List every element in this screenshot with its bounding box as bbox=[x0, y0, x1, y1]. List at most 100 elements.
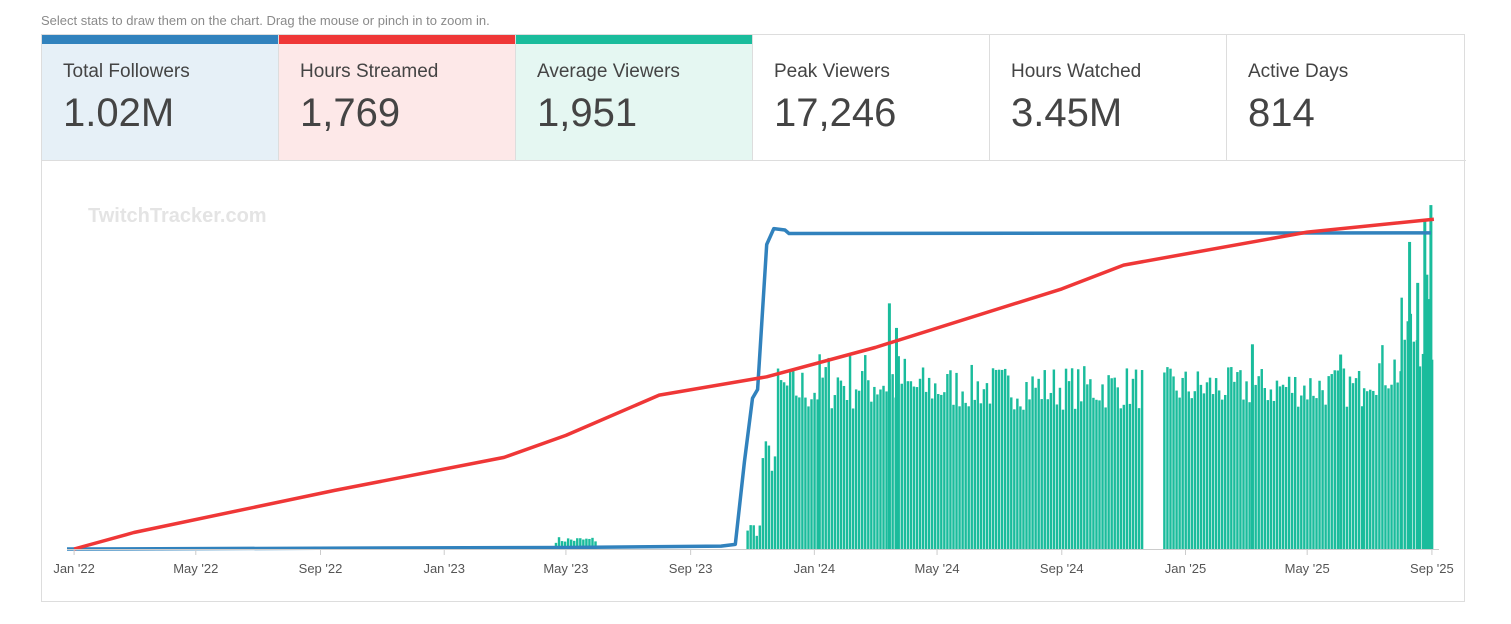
average-viewers-bar bbox=[918, 378, 922, 549]
average-viewers-bar bbox=[887, 303, 891, 549]
average-viewers-bar bbox=[1003, 368, 1007, 549]
average-viewers-bar bbox=[569, 539, 573, 549]
average-viewers-bar bbox=[563, 541, 567, 549]
average-viewers-bar bbox=[1250, 344, 1254, 549]
average-viewers-bar bbox=[845, 400, 849, 549]
average-viewers-bar bbox=[915, 387, 919, 549]
average-viewers-bar bbox=[867, 380, 870, 549]
average-viewers-bar bbox=[1245, 381, 1248, 549]
average-viewers-bar bbox=[970, 364, 973, 549]
stat-color-bar bbox=[279, 35, 515, 44]
average-viewers-bar bbox=[1406, 321, 1409, 549]
average-viewers-bar bbox=[1357, 370, 1361, 549]
average-viewers-bar bbox=[976, 381, 980, 549]
average-viewers-bar bbox=[1423, 221, 1427, 549]
stat-total-followers[interactable]: Total Followers 1.02M bbox=[42, 35, 279, 161]
average-viewers-bar bbox=[1315, 398, 1318, 549]
average-viewers-bar bbox=[776, 368, 780, 549]
average-viewers-bar bbox=[813, 392, 816, 549]
average-viewers-bar bbox=[882, 385, 885, 549]
stats-chart[interactable]: TwitchTracker.com Jan '22 May '22 Sep '22 J… bbox=[42, 35, 1464, 601]
average-viewers-bar bbox=[1303, 385, 1306, 549]
average-viewers-bar bbox=[1339, 354, 1343, 549]
average-viewers-bar bbox=[1007, 375, 1010, 549]
stat-color-bar bbox=[516, 35, 752, 44]
average-viewers-bar bbox=[1110, 378, 1113, 549]
average-viewers-bar bbox=[1169, 368, 1172, 549]
average-viewers-bars bbox=[554, 205, 1434, 549]
chart-hint-text: Select stats to draw them on the chart. … bbox=[41, 13, 490, 28]
average-viewers-bar bbox=[579, 538, 582, 549]
average-viewers-bar bbox=[1067, 381, 1071, 549]
average-viewers-bar bbox=[943, 392, 946, 549]
stat-hours-watched[interactable]: Hours Watched 3.45M bbox=[990, 35, 1227, 161]
average-viewers-bar bbox=[1046, 399, 1050, 549]
average-viewers-bar bbox=[1233, 381, 1236, 549]
stat-value: 3.45M bbox=[1011, 91, 1123, 135]
stat-peak-viewers[interactable]: Peak Viewers 17,246 bbox=[753, 35, 990, 161]
average-viewers-bar bbox=[1098, 400, 1101, 549]
average-viewers-bar bbox=[991, 368, 995, 549]
average-viewers-bar bbox=[1266, 400, 1270, 549]
average-viewers-bar bbox=[795, 395, 798, 549]
average-viewers-bar bbox=[1275, 380, 1279, 549]
stat-label: Active Days bbox=[1248, 61, 1349, 82]
average-viewers-bar bbox=[804, 397, 807, 549]
average-viewers-bar bbox=[1199, 384, 1203, 549]
average-viewers-bar bbox=[1208, 377, 1212, 549]
average-viewers-bar bbox=[864, 355, 867, 549]
average-viewers-bar bbox=[876, 394, 879, 549]
average-viewers-bar bbox=[1427, 299, 1431, 549]
average-viewers-bar bbox=[1300, 395, 1303, 549]
average-viewers-bar bbox=[1080, 401, 1083, 549]
average-viewers-bar bbox=[1254, 384, 1257, 549]
average-viewers-bar bbox=[801, 372, 804, 549]
average-viewers-bar bbox=[1257, 376, 1260, 549]
stat-value: 17,246 bbox=[774, 91, 897, 135]
stat-average-viewers[interactable]: Average Viewers 1,951 bbox=[516, 35, 753, 161]
average-viewers-bar bbox=[1306, 399, 1309, 549]
average-viewers-bar bbox=[758, 525, 762, 549]
average-viewers-bar bbox=[1025, 382, 1028, 549]
average-viewers-bar bbox=[1113, 377, 1116, 549]
average-viewers-bar bbox=[1181, 377, 1184, 549]
average-viewers-bar bbox=[1028, 399, 1031, 549]
average-viewers-bar bbox=[1369, 389, 1372, 549]
average-viewers-bar bbox=[1040, 399, 1043, 549]
average-viewers-bar bbox=[1064, 368, 1068, 549]
average-viewers-bar bbox=[1387, 388, 1390, 549]
average-viewers-bar bbox=[1178, 397, 1181, 549]
average-viewers-bar bbox=[961, 391, 964, 549]
average-viewers-bar bbox=[912, 386, 916, 549]
watermark: TwitchTracker.com bbox=[88, 205, 267, 227]
average-viewers-bar bbox=[1384, 385, 1387, 549]
average-viewers-bar bbox=[994, 369, 998, 549]
average-viewers-bar bbox=[1083, 366, 1086, 549]
average-viewers-bar bbox=[934, 383, 937, 549]
average-viewers-bar bbox=[1309, 378, 1312, 549]
average-viewers-bar bbox=[582, 539, 585, 549]
average-viewers-bar bbox=[1073, 408, 1077, 549]
stat-hours-streamed[interactable]: Hours Streamed 1,769 bbox=[279, 35, 516, 161]
average-viewers-bar bbox=[1260, 369, 1263, 549]
average-viewers-bar bbox=[1321, 390, 1324, 549]
average-viewers-bar bbox=[1037, 378, 1040, 549]
stat-label: Hours Watched bbox=[1011, 61, 1142, 82]
stat-color-bar bbox=[42, 35, 278, 44]
average-viewers-bar bbox=[1390, 384, 1393, 549]
average-viewers-bar bbox=[770, 470, 774, 549]
average-viewers-bar bbox=[1043, 370, 1046, 549]
average-viewers-bar bbox=[573, 540, 576, 549]
x-tick-label: May '22 bbox=[173, 561, 218, 576]
average-viewers-bar bbox=[1416, 282, 1420, 549]
x-tick-label: Jan '22 bbox=[53, 561, 95, 576]
average-viewers-bar bbox=[588, 538, 591, 549]
x-tick-label: May '24 bbox=[914, 561, 959, 576]
average-viewers-bar bbox=[870, 401, 873, 549]
average-viewers-bar bbox=[1220, 399, 1224, 549]
average-viewers-bar bbox=[1058, 387, 1062, 549]
stat-active-days[interactable]: Active Days 814 bbox=[1227, 35, 1466, 161]
average-viewers-bar bbox=[827, 357, 830, 549]
average-viewers-bar bbox=[937, 394, 940, 549]
total-followers-line bbox=[66, 226, 1431, 551]
